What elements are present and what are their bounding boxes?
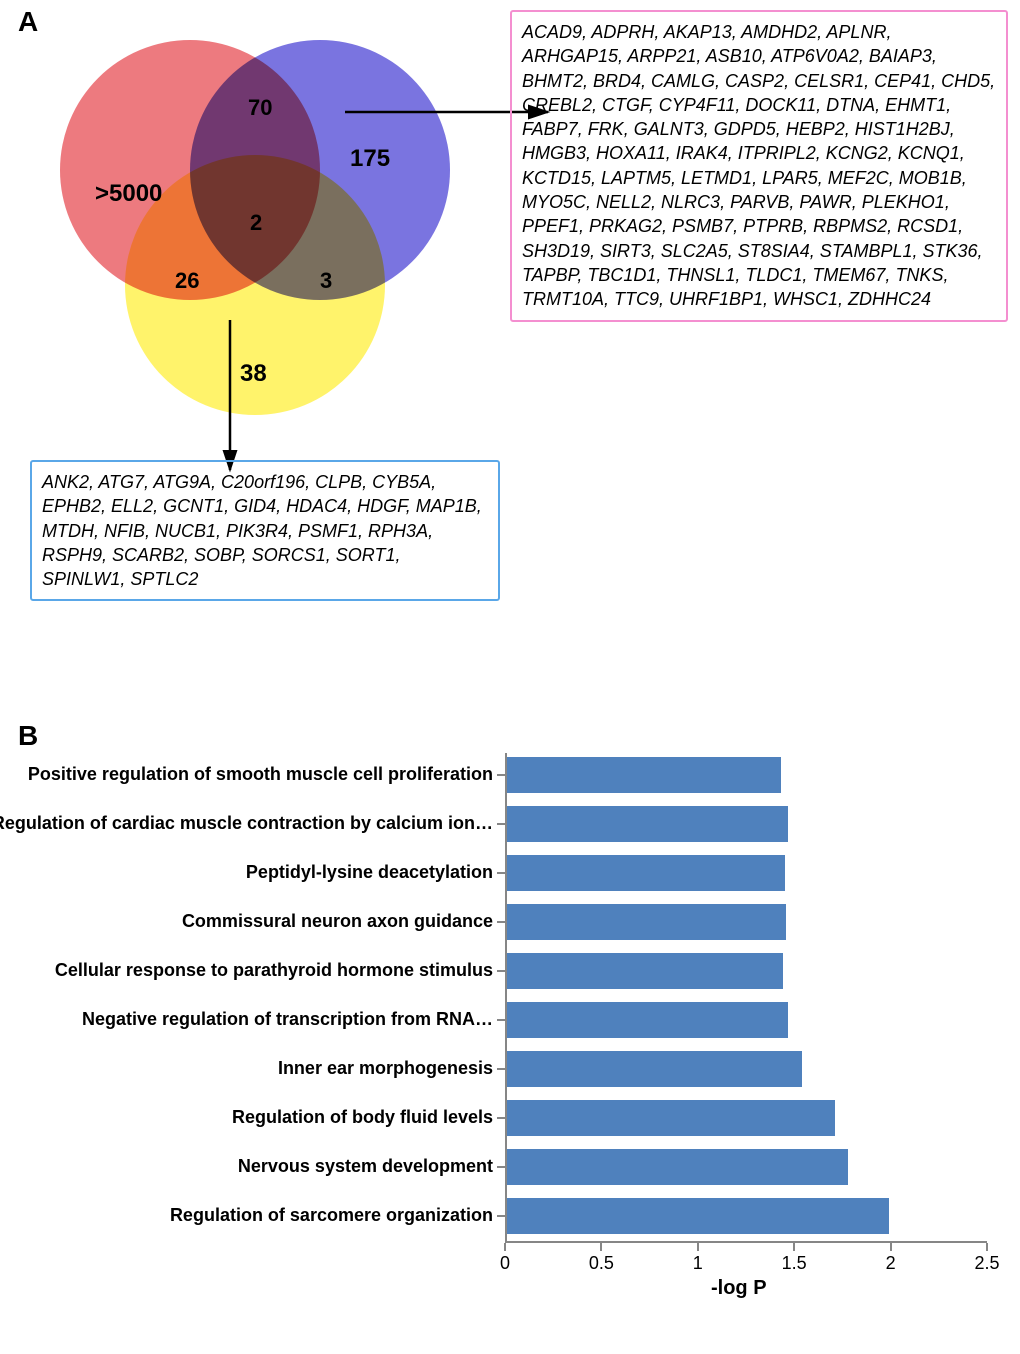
- bar-label: Nervous system development: [238, 1156, 493, 1177]
- bar-label: Regulation of body fluid levels: [232, 1107, 493, 1128]
- bar-label: Commissural neuron axon guidance: [182, 911, 493, 932]
- gene-list-box-70: ACAD9, ADPRH, AKAP13, AMDHD2, APLNR, ARH…: [510, 10, 1008, 322]
- bar: [507, 1149, 848, 1185]
- x-tick-label: 0: [490, 1253, 520, 1274]
- arrows-svg: [40, 20, 560, 490]
- panel-a-label: A: [18, 6, 38, 38]
- bar-label: Negative regulation of transcription fro…: [82, 1009, 493, 1030]
- bar: [507, 1100, 835, 1136]
- bar: [507, 1002, 788, 1038]
- bar-label: Regulation of sarcomere organization: [170, 1205, 493, 1226]
- x-tick-label: 1: [683, 1253, 713, 1274]
- bar: [507, 1198, 889, 1234]
- x-tick-label: 0.5: [586, 1253, 616, 1274]
- bar: [507, 855, 785, 891]
- bar: [507, 904, 786, 940]
- go-enrichment-bar-chart: Positive regulation of smooth muscle cel…: [30, 748, 1000, 1320]
- panel-a: A >500017538702632 ACAD9, ADPRH, AKAP13,…: [0, 0, 1020, 706]
- x-tick-label: 2.5: [972, 1253, 1002, 1274]
- bar: [507, 806, 788, 842]
- bar: [507, 953, 783, 989]
- bar-label: Inner ear morphogenesis: [278, 1058, 493, 1079]
- gene-list-box-26: ANK2, ATG7, ATG9A, C20orf196, CLPB, CYB5…: [30, 460, 500, 601]
- bar-label: Regulation of cardiac muscle contraction…: [0, 813, 493, 834]
- bar-label: Cellular response to parathyroid hormone…: [55, 960, 493, 981]
- x-tick-label: 2: [876, 1253, 906, 1274]
- panel-b: B Positive regulation of smooth muscle c…: [0, 720, 1020, 1346]
- bar: [507, 757, 781, 793]
- bar-label: Positive regulation of smooth muscle cel…: [28, 764, 493, 785]
- bar-label: Peptidyl-lysine deacetylation: [246, 862, 493, 883]
- bar: [507, 1051, 802, 1087]
- x-axis-title: -log P: [711, 1277, 767, 1300]
- x-tick-label: 1.5: [779, 1253, 809, 1274]
